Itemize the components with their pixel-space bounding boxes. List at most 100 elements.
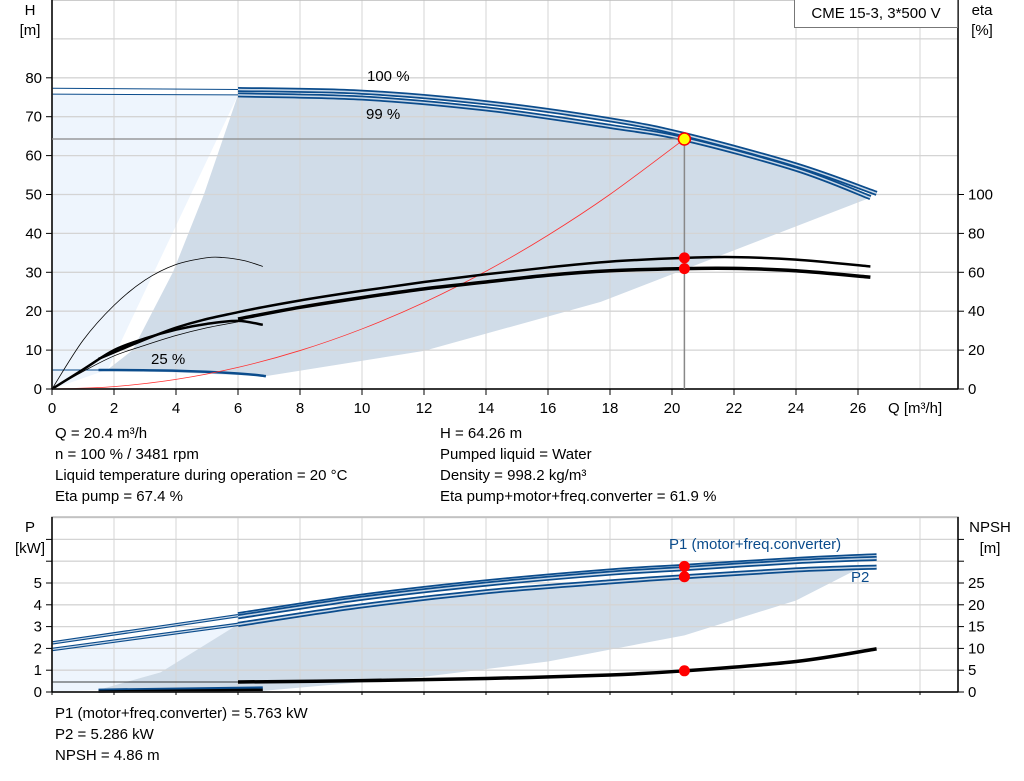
head-readout: H = 64.26 m [440, 425, 523, 442]
flow-readout: Q = 20.4 m³/h [55, 425, 148, 442]
y-tick-label: 2 [34, 640, 42, 657]
power-npsh-chart: 0 1 2 3 4 5 0 5 10 15 20 25 P [kW] NPSH [m] P1 (motor+fr… [15, 516, 1011, 701]
npsh-duty-marker [678, 665, 690, 677]
y-axis-title: H [25, 2, 36, 19]
x-axis-title: Q [m³/h] [888, 400, 942, 417]
x-tick-label: 2 [110, 400, 118, 417]
y2-tick-label: 40 [968, 303, 985, 320]
x-tick-label: 26 [850, 400, 867, 417]
head-efficiency-chart: 0 2 4 6 8 10 12 14 16 18 20 22 24 2601020304050607080… [20, 0, 994, 417]
curve-label-100-percent: 100 % [367, 68, 410, 85]
p-curve-highlight [51, 623, 239, 651]
x-tick-label: 24 [788, 400, 805, 417]
eta-pump-duty-marker [678, 252, 690, 264]
y-tick-label: 50 [25, 187, 42, 204]
speed-readout: n = 100 % / 3481 rpm [55, 446, 199, 463]
eta-curve [51, 321, 239, 390]
density-readout: Density = 998.2 kg/m³ [440, 467, 587, 484]
eta-curve [237, 266, 871, 321]
y-axis-title: P [25, 519, 35, 536]
p1-readout: P1 (motor+freq.converter) = 5.763 kW [55, 705, 308, 722]
duty-info-left: Q = 20.4 m³/h n = 100 % / 3481 rpm Liqui… [55, 423, 347, 507]
y2-axis-title: NPSH [969, 519, 1011, 536]
p2-readout: P2 = 5.286 kW [55, 726, 154, 743]
y-tick-label: 5 [34, 575, 42, 592]
h-curve [51, 87, 239, 90]
y-tick-label: 10 [25, 342, 42, 359]
eta-curve [51, 256, 263, 390]
y-tick-label: 0 [34, 381, 42, 398]
y2-tick-label: 60 [968, 264, 985, 281]
npsh-curve [237, 647, 877, 684]
p-curve-highlight [51, 615, 239, 644]
x-tick-label: 14 [478, 400, 495, 417]
power-info: P1 (motor+freq.converter) = 5.763 kW P2 … [55, 703, 308, 766]
y2-tick-label: 25 [968, 575, 985, 592]
x-tick-label: 16 [540, 400, 557, 417]
p-curve [98, 686, 263, 692]
npsh-readout: NPSH = 4.86 m [55, 747, 160, 764]
power-range-low-flow-area [52, 624, 238, 692]
25--curve [98, 368, 267, 378]
x-tick-label: 8 [296, 400, 304, 417]
operating-range-low-flow-area [52, 94, 238, 389]
y-tick-label: 40 [25, 225, 42, 242]
y2-axis-title: eta [972, 2, 994, 19]
curve-label-p1: P1 (motor+freq.converter) [669, 536, 841, 553]
power-range-area [98, 568, 858, 691]
h-curve [51, 93, 239, 96]
y-tick-label: 30 [25, 264, 42, 281]
p2-curve-highlight [237, 566, 877, 626]
y2-tick-label: 10 [968, 640, 985, 657]
y-axis-unit: [m] [20, 22, 41, 39]
x-tick-label: 18 [602, 400, 619, 417]
y-tick-label: 60 [25, 148, 42, 165]
y2-tick-label: 80 [968, 225, 985, 242]
h-curve [51, 138, 685, 390]
99--curve-highlight [237, 94, 871, 199]
x-tick-label: 12 [416, 400, 433, 417]
y2-axis-unit: [%] [971, 22, 993, 39]
y-tick-label: 20 [25, 303, 42, 320]
y-tick-label: 80 [25, 70, 42, 87]
curve-label-99-percent: 99 % [366, 106, 400, 123]
y-tick-label: 0 [34, 684, 42, 701]
y2-axis-unit: [m] [980, 540, 1001, 557]
x-tick-label: 0 [48, 400, 56, 417]
y2-tick-label: 15 [968, 619, 985, 636]
x-tick-label: 20 [664, 400, 681, 417]
x-tick-label: 10 [354, 400, 371, 417]
p-curve-highlight [237, 557, 877, 618]
p2-duty-marker [678, 571, 690, 583]
liquid-readout: Pumped liquid = Water [440, 446, 592, 463]
p1-duty-marker [678, 560, 690, 572]
duty-point-marker [677, 132, 692, 146]
eta-total-readout: Eta pump+motor+freq.converter = 61.9 % [440, 488, 717, 505]
y2-tick-label: 5 [968, 662, 976, 679]
y2-tick-label: 100 [968, 187, 993, 204]
y2-tick-label: 20 [968, 597, 985, 614]
curve-label-p2: P2 [851, 569, 869, 586]
duty-info-right: H = 64.26 m Pumped liquid = Water Densit… [440, 423, 716, 507]
y2-tick-label: 0 [968, 684, 976, 701]
y-tick-label: 70 [25, 109, 42, 126]
x-tick-label: 6 [234, 400, 242, 417]
eta-curve [51, 319, 264, 391]
y-tick-label: 1 [34, 662, 42, 679]
temperature-readout: Liquid temperature during operation = 20… [55, 467, 348, 484]
eta-curve [98, 255, 871, 361]
y-axis-unit: [kW] [15, 540, 45, 557]
y2-tick-label: 20 [968, 342, 985, 359]
eta-pump-readout: Eta pump = 67.4 % [55, 488, 183, 505]
x-tick-label: 22 [726, 400, 743, 417]
curve-label-25-percent: 25 % [151, 351, 185, 368]
pump-title-box: CME 15-3, 3*500 V [794, 0, 958, 28]
operating-range-area [107, 94, 871, 377]
y-tick-label: 3 [34, 619, 42, 636]
100--curve-highlight [237, 88, 877, 195]
y2-tick-label: 0 [968, 381, 976, 398]
y-tick-label: 4 [34, 597, 42, 614]
x-tick-label: 4 [172, 400, 180, 417]
eta-total-duty-marker [678, 263, 690, 275]
